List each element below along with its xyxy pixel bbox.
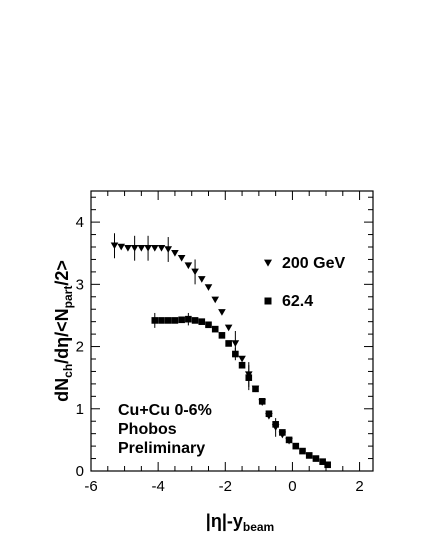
legend-label-200gev: 200 GeV (282, 255, 345, 272)
x-axis-title-main: |η|-y (206, 511, 243, 531)
data-point-62gev (252, 385, 259, 393)
y-axis-title-s1: ch (61, 364, 75, 378)
data-point-62gev (285, 436, 293, 444)
x-tick-label: -6 (84, 478, 97, 495)
legend: 200 GeV 62.4 (264, 255, 345, 310)
data-point-200gev (211, 296, 220, 304)
x-tick-label: 0 (288, 478, 296, 495)
data-point-62gev (211, 325, 219, 333)
data-point-200gev (191, 268, 199, 276)
data-point-200gev (231, 340, 240, 347)
x-tick-label: 2 (355, 478, 363, 495)
data-point-62gev (225, 340, 232, 347)
data-point-62gev (218, 332, 226, 339)
data-point-62gev (185, 315, 192, 323)
y-tick-label: 3 (76, 276, 84, 293)
data-point-200gev (157, 245, 166, 252)
plot-frame (90, 190, 374, 472)
data-point-62gev (151, 317, 159, 324)
data-point-200gev (150, 245, 159, 252)
data-point-200gev (137, 245, 146, 252)
legend-label-62gev: 62.4 (282, 293, 313, 310)
data-point-62gev (232, 350, 239, 358)
legend-marker-200gev (264, 259, 272, 267)
annotation-line-3: Preliminary (118, 440, 205, 457)
data-point-62gev (164, 317, 172, 324)
legend-square-icon (264, 297, 272, 305)
data-point-62gev (312, 455, 320, 462)
data-point-62gev (279, 429, 286, 436)
x-tick-label: -4 (151, 478, 164, 495)
data-point-200gev (144, 245, 152, 252)
data-point-200gev (218, 309, 226, 316)
data-point-62gev (191, 317, 199, 324)
tick-labels: -6 -4 -2 0 2 0 1 2 3 4 (76, 214, 364, 495)
x-axis-title: |η|-ybeam (206, 511, 274, 534)
data-point-200gev (177, 254, 186, 262)
data-point-200gev (224, 324, 233, 332)
y-axis-title: dNch/dη/<Npart/2> (52, 260, 75, 402)
y-axis-title-p3: /2> (52, 260, 72, 286)
data-point-62gev (319, 458, 326, 465)
data-point-62gev (258, 398, 266, 405)
data-point-62gev (305, 452, 313, 459)
data-point-62gev (178, 316, 185, 324)
y-tick-label: 1 (76, 401, 84, 418)
x-axis-title-sub: beam (243, 520, 274, 534)
y-tick-label: 0 (76, 463, 84, 480)
x-tick-label: -2 (219, 478, 232, 495)
data-point-200gev (204, 284, 213, 291)
y-axis-title-p2: /dη/<N (52, 308, 72, 364)
data-point-62gev (171, 317, 179, 324)
legend-marker-62gev (264, 297, 272, 305)
annotation-line-1: Cu+Cu 0-6% (118, 402, 212, 419)
y-tick-label: 2 (76, 339, 84, 356)
data-point-62gev (299, 447, 306, 455)
data-point-62gev (158, 317, 165, 324)
data-point-62gev (272, 421, 279, 428)
data-point-62gev (198, 318, 206, 325)
data-point-200gev (171, 249, 179, 257)
data-point-62gev (238, 361, 246, 369)
data-point-200gev (117, 243, 126, 251)
y-tick-label: 4 (76, 214, 84, 231)
data-point-62gev (292, 442, 300, 450)
annotation-line-2: Phobos (118, 421, 177, 438)
data-point-200gev (184, 262, 193, 270)
data-point-200gev (197, 276, 206, 283)
data-point-200gev (164, 246, 173, 253)
data-point-62gev (205, 321, 212, 329)
y-axis-title-s2: part (61, 286, 75, 309)
legend-triangle-icon (264, 259, 272, 267)
data-point-200gev (130, 245, 139, 252)
annotation: Cu+Cu 0-6% Phobos Preliminary (118, 402, 212, 457)
data-point-62gev (245, 374, 253, 381)
data-point-200gev (124, 245, 132, 252)
data-point-200gev (238, 355, 246, 363)
y-axis-title-p1: dN (52, 378, 72, 402)
axis-ticks (90, 191, 373, 472)
data-point-62gev (324, 461, 331, 469)
data-point-200gev (110, 242, 119, 250)
data-point-62gev (265, 410, 273, 418)
data-markers (110, 242, 331, 469)
